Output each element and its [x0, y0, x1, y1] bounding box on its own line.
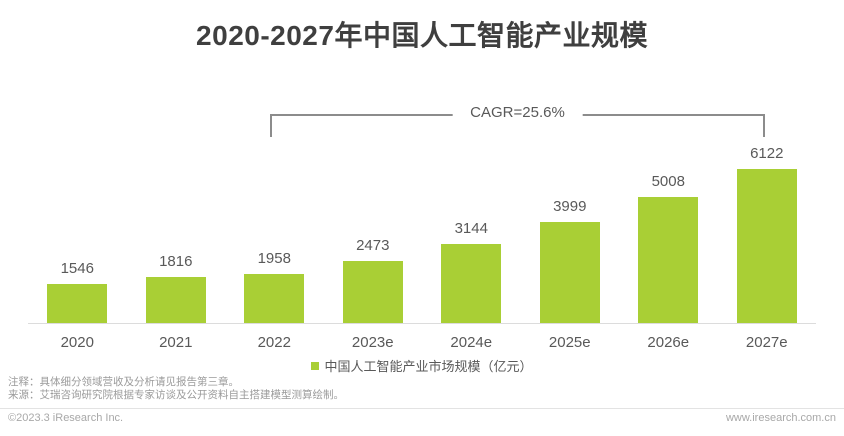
bar — [638, 197, 699, 323]
x-axis-tick-label: 2024e — [450, 334, 493, 351]
bar-value-label: 1546 — [60, 260, 94, 277]
website-text: www.iresearch.com.cn — [725, 412, 836, 424]
x-axis-tick-label: 2026e — [647, 334, 690, 351]
footnote-remark: 注释：具体细分领域营收及分析请见报告第三章。 — [8, 376, 239, 388]
bar-column: 3999 — [521, 198, 620, 323]
chart-title: 2020-2027年中国人工智能产业规模 — [196, 20, 648, 51]
bar — [244, 274, 305, 323]
x-axis-tick-label: 2027e — [745, 334, 788, 351]
cagr-annotation: CAGR=25.6% — [452, 104, 583, 121]
x-axis-tick-label: 2020 — [60, 334, 94, 351]
x-axis-tick-label: 2023e — [351, 334, 394, 351]
bar-column: 5008 — [619, 173, 718, 323]
footer-divider — [0, 408, 844, 409]
footnotes: 注释：具体细分领域营收及分析请见报告第三章。 来源：艾瑞咨询研究院根据专家访谈及… — [8, 376, 344, 401]
footnote-source: 来源：艾瑞咨询研究院根据专家访谈及公开资料自主搭建模型测算绘制。 — [8, 388, 344, 401]
bar — [736, 169, 797, 323]
bar-column: 1816 — [127, 253, 226, 323]
bar — [441, 244, 502, 323]
x-axis-tick-label: 2022 — [257, 334, 291, 351]
copyright-text: ©2023.3 iResearch Inc. — [8, 412, 124, 424]
legend-label: 中国人工智能产业市场规模（亿元） — [324, 359, 533, 374]
x-axis-tick-label: 2021 — [159, 334, 193, 351]
bar — [145, 277, 206, 323]
bar-column: 2473 — [324, 237, 423, 323]
bar — [47, 284, 108, 323]
bar-value-label: 5008 — [651, 173, 685, 190]
legend-swatch-icon — [311, 361, 320, 370]
bar-value-label: 3999 — [553, 198, 587, 215]
bar-plot-area: 1546 1816 1958 2473 3144 3999 5008 6122 — [28, 145, 816, 324]
bar-column: 6122 — [718, 145, 817, 323]
bar — [539, 222, 600, 323]
x-axis-tick-label: 2025e — [548, 334, 591, 351]
cagr-bracket: CAGR=25.6% — [270, 104, 765, 137]
x-axis-labels: 2020 2021 2022 2023e 2024e 2025e 2026e 2027e — [28, 325, 816, 351]
bar-value-label: 6122 — [750, 145, 784, 162]
footer: ©2023.3 iResearch Inc. www.iresearch.com… — [0, 412, 844, 424]
bar-value-label: 1958 — [257, 250, 291, 267]
bar-value-label: 3144 — [454, 220, 488, 237]
bar-column: 1958 — [225, 250, 324, 323]
bar-column: 3144 — [422, 220, 521, 323]
legend: 中国人工智能产业市场规模（亿元） — [28, 356, 816, 375]
bar-value-label: 2473 — [356, 237, 390, 254]
bar-value-label: 1816 — [159, 253, 193, 270]
bar — [342, 261, 403, 323]
bar-column: 1546 — [28, 260, 127, 323]
